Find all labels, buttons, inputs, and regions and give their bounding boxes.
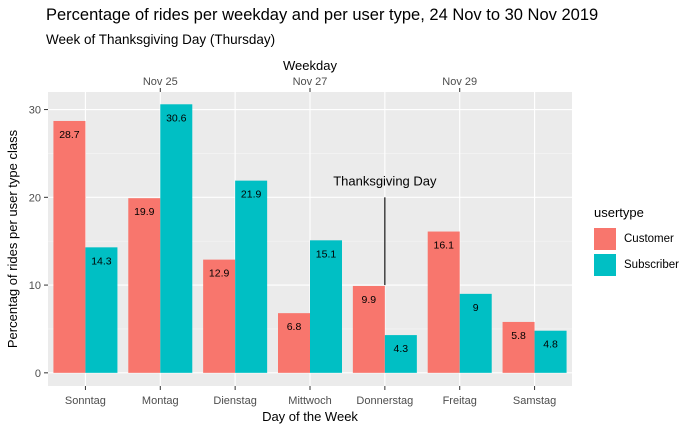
bar-customer: [352, 285, 385, 373]
bar-customer: [278, 313, 310, 373]
bar-subscriber: [534, 330, 567, 373]
bar-customer: [128, 198, 161, 373]
bars: [53, 104, 567, 373]
y-tick-label: 0: [35, 368, 41, 380]
bar-data-labels: 28.7 19.9 12.9 6.8 9.9 16.1 5.8 14.3 30.6 21.9 15.…: [59, 112, 558, 355]
x-tick-label: Sonntag: [65, 395, 106, 407]
bar-subscriber: [310, 240, 342, 373]
bar-customer: [427, 231, 460, 373]
bar-value-label: 16.1: [433, 240, 454, 252]
legend: usertype Customer Subscriber: [594, 205, 679, 278]
bar-subscriber: [235, 180, 268, 373]
chart-title: Percentage of rides per weekday and per …: [46, 6, 599, 24]
x-tick-label: Mittwoch: [288, 395, 331, 407]
legend-label-customer: Customer: [624, 233, 674, 245]
x-axis-title: Day of the Week: [262, 409, 358, 424]
bar-value-label: 4.3: [394, 343, 409, 355]
bar-value-label: 5.8: [511, 330, 526, 342]
x-tick-label: Freitag: [443, 395, 477, 407]
bar-subscriber: [384, 335, 417, 373]
bar-value-label: 15.1: [316, 248, 337, 260]
bar-subscriber: [160, 104, 193, 373]
bar-value-label: 9: [473, 302, 479, 314]
annotation-text: Thanksgiving Day: [333, 173, 437, 188]
legend-label-subscriber: Subscriber: [624, 259, 679, 271]
x-axis: Sonntag Montag Dienstag Mittwoch Donnerstag F…: [65, 386, 556, 407]
y-tick-label: 10: [29, 280, 41, 292]
bar-value-label: 14.3: [91, 255, 112, 267]
legend-item-subscriber: Subscriber: [594, 252, 679, 278]
y-axis: 0 10 20 30: [29, 105, 48, 380]
legend-key-subscriber: [594, 254, 616, 276]
bar-customer: [502, 321, 535, 373]
secondary-x-tick-label: Nov 29: [442, 76, 477, 88]
annotation: Thanksgiving Day: [333, 173, 437, 286]
chart-subtitle: Week of Thanksgiving Day (Thursday): [46, 32, 276, 47]
x-tick-label: Donnerstag: [356, 395, 413, 407]
y-tick-label: 20: [29, 192, 41, 204]
legend-item-customer: Customer: [594, 226, 679, 252]
bar-subscriber: [459, 293, 492, 373]
bar-value-label: 6.8: [287, 321, 302, 333]
bar-value-label: 12.9: [209, 268, 230, 280]
x-tick-label: Dienstag: [213, 395, 256, 407]
bar-value-label: 28.7: [59, 129, 80, 141]
bar-value-label: 9.9: [362, 294, 377, 306]
bar-customer: [203, 259, 236, 373]
y-tick-label: 30: [29, 105, 41, 117]
bar-subscriber: [85, 247, 118, 373]
secondary-x-axis: Nov 25 Nov 27 Nov 29: [143, 76, 477, 92]
secondary-x-tick-label: Nov 27: [293, 76, 328, 88]
bar-value-label: 21.9: [241, 189, 262, 201]
x-tick-label: Samstag: [513, 395, 556, 407]
bar-value-label: 19.9: [134, 206, 155, 218]
bar-value-label: 4.8: [543, 339, 558, 351]
secondary-x-tick-label: Nov 25: [143, 76, 178, 88]
bar-value-label: 30.6: [166, 112, 187, 124]
legend-title: usertype: [594, 205, 644, 220]
bar-customer: [53, 120, 86, 373]
secondary-x-axis-title: Weekday: [283, 58, 337, 73]
x-tick-label: Montag: [142, 395, 179, 407]
y-axis-title: Percentag of rides per user type class: [5, 129, 20, 348]
legend-key-customer: [594, 228, 616, 250]
